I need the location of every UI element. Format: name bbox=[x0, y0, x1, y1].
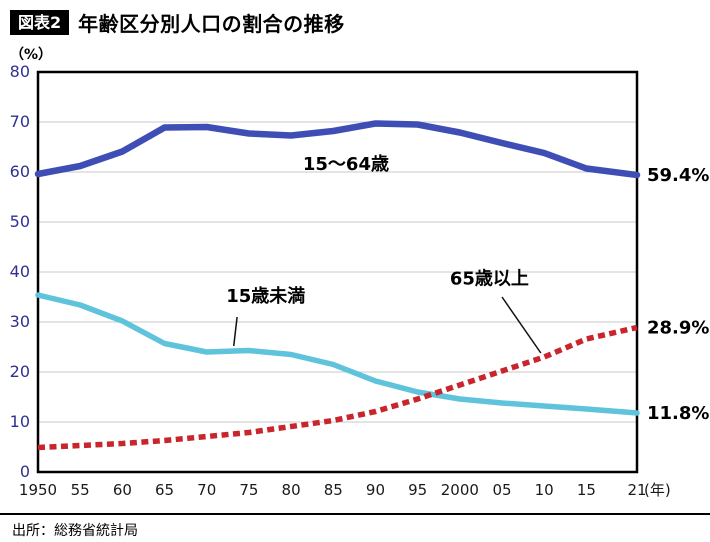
x-tick-label: 75 bbox=[239, 481, 258, 499]
series-end-label-under-15: 11.8% bbox=[647, 403, 709, 424]
annotation-connector bbox=[501, 296, 542, 354]
x-tick-label: 70 bbox=[197, 481, 216, 499]
series-end-label-15-64: 59.4% bbox=[647, 165, 709, 186]
x-tick-label: 80 bbox=[282, 481, 301, 499]
plot-border bbox=[36, 70, 639, 474]
y-tick-label: 80 bbox=[10, 62, 30, 81]
y-tick-label: 30 bbox=[10, 312, 30, 331]
y-tick-label: 10 bbox=[10, 412, 30, 431]
annotation-connector bbox=[232, 316, 238, 347]
x-tick-label: 90 bbox=[366, 481, 385, 499]
series-line-65-over bbox=[37, 324, 638, 451]
y-tick-label: 70 bbox=[10, 112, 30, 131]
source-note: 出所：総務省統計局 bbox=[0, 513, 710, 540]
y-unit-label: （%） bbox=[10, 47, 52, 63]
annotation-label: 15〜64歳 bbox=[303, 154, 389, 175]
x-tick-label: 2000 bbox=[441, 481, 479, 499]
x-tick-label: 55 bbox=[71, 481, 90, 499]
series-line-under-15 bbox=[35, 292, 640, 416]
series-line-15-64 bbox=[34, 120, 641, 179]
x-tick-label: 85 bbox=[324, 481, 343, 499]
page-title: 年齢区分別人口の割合の推移 bbox=[78, 12, 345, 36]
x-unit-label: (年) bbox=[644, 481, 671, 499]
figure-number-badge: 図表2 bbox=[10, 9, 70, 36]
y-tick-label: 0 bbox=[20, 462, 30, 481]
y-tick-label: 20 bbox=[10, 362, 30, 381]
annotation-label: 15歳未満 bbox=[226, 285, 305, 307]
x-tick-label: 65 bbox=[155, 481, 174, 499]
x-tick-label: 10 bbox=[535, 481, 554, 499]
x-tick-label: 21 bbox=[627, 481, 646, 499]
annotation-label: 65歳以上 bbox=[450, 269, 529, 290]
x-tick-label: 15 bbox=[577, 481, 596, 499]
chart-header: 図表2 年齢区分別人口の割合の推移 bbox=[10, 8, 345, 37]
x-tick-label: 60 bbox=[113, 481, 132, 499]
y-tick-label: 50 bbox=[10, 212, 30, 231]
y-tick-label: 40 bbox=[10, 262, 30, 281]
x-tick-label: 05 bbox=[492, 481, 511, 499]
series-end-label-65-over: 28.9% bbox=[647, 318, 709, 339]
x-tick-label: 95 bbox=[408, 481, 427, 499]
x-tick-label: 1950 bbox=[19, 481, 57, 499]
y-tick-label: 60 bbox=[10, 162, 30, 181]
